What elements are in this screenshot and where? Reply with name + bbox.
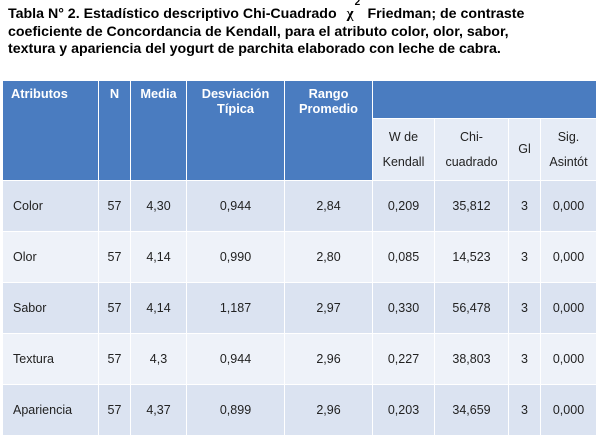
header-w-kendall: W de Kendall (372, 118, 435, 181)
header-desviacion: Desviación Típica (186, 80, 285, 181)
cell-atributo: Textura (2, 333, 99, 385)
cell-rango: 2,84 (284, 180, 373, 232)
cell-chi-cuadrado: 35,812 (434, 180, 509, 232)
cell-w-kendall: 0,227 (372, 333, 435, 385)
cell-n: 57 (98, 231, 131, 283)
cell-gl: 3 (508, 282, 541, 334)
cell-gl: 3 (508, 180, 541, 232)
stats-table: Atributos N Media Desviación Típica Rang… (2, 80, 597, 436)
cell-atributo: Color (2, 180, 99, 232)
cell-media: 4,37 (130, 384, 187, 436)
cell-gl: 3 (508, 384, 541, 436)
cell-w-kendall: 0,209 (372, 180, 435, 232)
caption-line3: textura y apariencia del yogurt de parch… (8, 41, 501, 57)
cell-media: 4,3 (130, 333, 187, 385)
caption-line1-a: Tabla N° 2. Estadístico descriptivo Chi-… (8, 6, 337, 22)
header-rango: Rango Promedio (284, 80, 373, 181)
cell-sig: 0,000 (540, 384, 597, 436)
cell-media: 4,14 (130, 282, 187, 334)
cell-chi-cuadrado: 34,659 (434, 384, 509, 436)
cell-desviacion: 0,944 (186, 180, 285, 232)
header-chi-cuadrado: Chi-cuadrado (434, 118, 509, 181)
cell-rango: 2,96 (284, 333, 373, 385)
cell-desviacion: 1,187 (186, 282, 285, 334)
chi-square-symbol: 2 χ (347, 0, 361, 24)
cell-chi-cuadrado: 38,803 (434, 333, 509, 385)
cell-desviacion: 0,944 (186, 333, 285, 385)
cell-gl: 3 (508, 231, 541, 283)
header-gl: Gl (508, 118, 541, 181)
table-row: Olor 57 4,14 0,990 2,80 0,085 14,523 3 0… (2, 231, 597, 283)
cell-sig: 0,000 (540, 231, 597, 283)
header-n: N (98, 80, 131, 181)
cell-n: 57 (98, 180, 131, 232)
subheader-row: W de Kendall Chi-cuadrado Gl Sig. Asintó… (3, 118, 597, 181)
cell-atributo: Olor (2, 231, 99, 283)
cell-atributo: Apariencia (2, 384, 99, 436)
cell-rango: 2,97 (284, 282, 373, 334)
cell-desviacion: 0,990 (186, 231, 285, 283)
cell-media: 4,30 (130, 180, 187, 232)
header-contrast-group (372, 80, 597, 119)
header-sig: Sig. Asintót (540, 118, 597, 181)
cell-gl: 3 (508, 333, 541, 385)
cell-media: 4,14 (130, 231, 187, 283)
table-row: Textura 57 4,3 0,944 2,96 0,227 38,803 3… (2, 333, 597, 385)
chi-superscript: 2 (354, 0, 361, 8)
cell-n: 57 (98, 333, 131, 385)
cell-desviacion: 0,899 (186, 384, 285, 436)
table-row: Color 57 4,30 0,944 2,84 0,209 35,812 3 … (2, 180, 597, 232)
cell-rango: 2,80 (284, 231, 373, 283)
header-row: Atributos N Media Desviación Típica Rang… (2, 80, 597, 181)
caption-line2: coeficiente de Concordancia de Kendall, … (8, 23, 509, 40)
cell-sig: 0,000 (540, 180, 597, 232)
table-caption: Tabla N° 2. Estadístico descriptivo Chi-… (8, 0, 594, 59)
header-atributos: Atributos (2, 80, 99, 181)
table-row: Sabor 57 4,14 1,187 2,97 0,330 56,478 3 … (2, 282, 597, 334)
cell-w-kendall: 0,085 (372, 231, 435, 283)
header-media: Media (130, 80, 187, 181)
cell-sig: 0,000 (540, 282, 597, 334)
cell-n: 57 (98, 282, 131, 334)
caption-line1-b: Friedman; de contraste (367, 6, 525, 22)
cell-n: 57 (98, 384, 131, 436)
cell-atributo: Sabor (2, 282, 99, 334)
cell-rango: 2,96 (284, 384, 373, 436)
cell-chi-cuadrado: 56,478 (434, 282, 509, 334)
table-row: Apariencia 57 4,37 0,899 2,96 0,203 34,6… (2, 384, 597, 436)
cell-sig: 0,000 (540, 333, 597, 385)
cell-w-kendall: 0,330 (372, 282, 435, 334)
cell-w-kendall: 0,203 (372, 384, 435, 436)
cell-chi-cuadrado: 14,523 (434, 231, 509, 283)
